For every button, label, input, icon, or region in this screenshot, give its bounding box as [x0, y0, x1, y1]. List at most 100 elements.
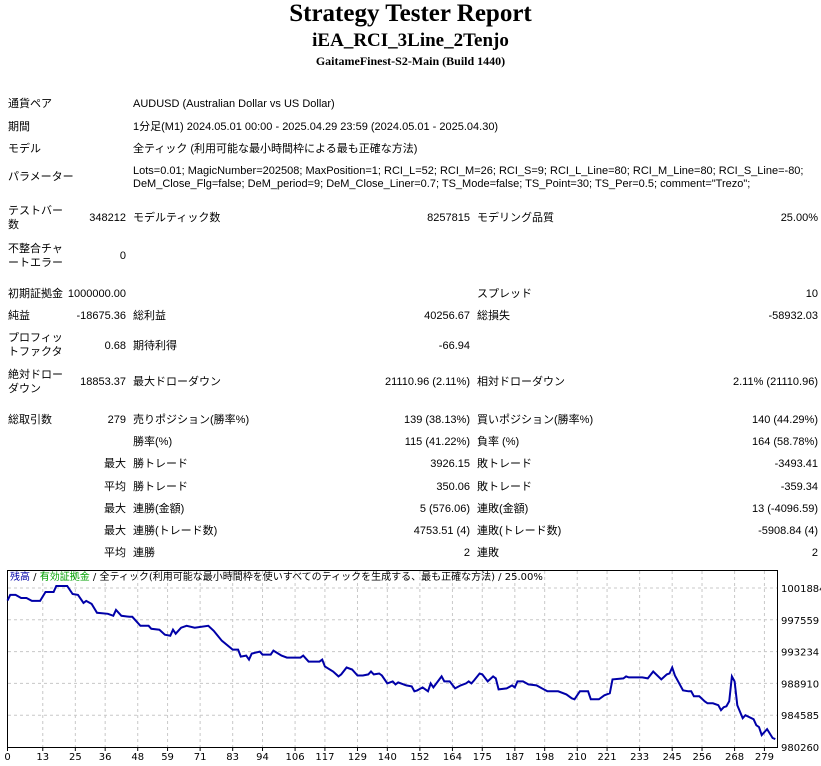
- row-label-right: 敗トレード: [477, 458, 532, 470]
- params-line-1: Lots=0.01; MagicNumber=202508; MaxPositi…: [133, 165, 804, 177]
- symbol-label: 通貨ペア: [8, 98, 52, 110]
- legend-sep-1: /: [30, 572, 40, 583]
- row-qualifier: 最大: [104, 525, 126, 537]
- x-tick-label: 0: [4, 752, 10, 763]
- legend-sep-2: /: [90, 572, 100, 583]
- bars-label-1: テストバー: [8, 205, 63, 217]
- row-label-left: 連勝(トレード数): [133, 525, 218, 537]
- abs-dd-label: 絶対ドロー ダウン: [8, 368, 63, 396]
- plot-frame: [7, 570, 778, 748]
- pf-label-1: プロフィッ: [8, 332, 63, 344]
- mismatch-value: 0: [119, 250, 126, 262]
- ticks-label: モデルティック数: [133, 212, 221, 224]
- legend-sep-3: /: [495, 572, 505, 583]
- mismatch-label: 不整合チャートエラー: [8, 242, 63, 270]
- bars-value: 348212: [89, 212, 126, 224]
- model-label: モデル: [8, 143, 41, 155]
- row-label-right: 連敗: [477, 547, 499, 559]
- expected-value: -66.94: [438, 340, 470, 352]
- x-tick-label: 221: [598, 752, 617, 763]
- x-tick-label: 71: [194, 752, 207, 763]
- gross-loss-label: 総損失: [477, 310, 510, 322]
- abs-dd-label-1: 絶対ドロー: [8, 369, 63, 381]
- mismatch-label-2: ートエラー: [8, 257, 63, 269]
- row-value-right: 164 (58.78%): [751, 436, 818, 448]
- quality-value: 25.00%: [780, 212, 818, 224]
- max-dd-label: 最大ドローダウン: [133, 376, 221, 388]
- row-qualifier: 最大: [104, 458, 126, 470]
- deposit-value: 1000000.00: [67, 288, 126, 300]
- deposit-label: 初期証拠金: [8, 288, 63, 300]
- y-tick-label: 993234: [781, 648, 819, 659]
- x-tick-label: 210: [568, 752, 587, 763]
- abs-dd-value: 18853.37: [80, 376, 126, 388]
- net-value: -18675.36: [76, 310, 126, 322]
- row-label-left: 勝率(%): [133, 436, 173, 448]
- row-value-right: 2: [811, 547, 818, 559]
- x-tick-label: 106: [286, 752, 305, 763]
- bars-label: テストバー数: [8, 204, 63, 232]
- x-tick-label: 13: [36, 752, 49, 763]
- short-label: 売りポジション(勝率%): [133, 414, 250, 426]
- row-value-left: 5 (576.06): [419, 503, 470, 515]
- x-tick-label: 256: [692, 752, 711, 763]
- pf-label-2: トファクタ: [8, 346, 63, 358]
- row-value-right: -3493.41: [774, 458, 818, 470]
- row-value-right: -5908.84 (4): [758, 525, 818, 537]
- trades-label: 総取引数: [8, 414, 52, 426]
- x-tick-label: 48: [131, 752, 144, 763]
- row-qualifier: 平均: [104, 547, 126, 559]
- long-value: 140 (44.29%): [751, 414, 818, 426]
- row-qualifier: 平均: [104, 481, 126, 493]
- row-label-right: 連敗(トレード数): [477, 525, 562, 537]
- gross-profit-value: 40256.67: [424, 310, 470, 322]
- mismatch-label-1: 不整合チャ: [8, 243, 63, 255]
- row-value-right: 13 (-4096.59): [751, 503, 818, 515]
- short-value: 139 (38.13%): [403, 414, 470, 426]
- symbol-value: AUDUSD (Australian Dollar vs US Dollar): [133, 98, 335, 110]
- row-label-left: 勝トレード: [133, 481, 188, 493]
- legend-balance: 残高: [10, 570, 30, 583]
- x-tick-label: 117: [315, 752, 334, 763]
- expected-label: 期待利得: [133, 340, 177, 352]
- params-label: パラメーター: [8, 171, 74, 183]
- report-title: Strategy Tester Report: [289, 0, 532, 27]
- y-tick-label: 984585: [781, 711, 819, 722]
- trades-value: 279: [107, 414, 126, 426]
- x-tick-label: 94: [256, 752, 269, 763]
- y-tick-label: 980260: [781, 743, 819, 754]
- x-tick-label: 129: [348, 752, 367, 763]
- x-tick-label: 140: [378, 752, 397, 763]
- y-tick-label: 1001884: [781, 584, 821, 595]
- row-value-left: 115 (41.22%): [404, 436, 470, 448]
- spread-value: 10: [805, 288, 818, 300]
- x-tick-label: 25: [69, 752, 82, 763]
- gross-loss-value: -58932.03: [768, 310, 818, 322]
- row-value-left: 4753.51 (4): [413, 525, 470, 537]
- net-label: 純益: [8, 310, 30, 322]
- chart-legend: 残高 / 有効証拠金 / 全ティック(利用可能な最小時間枠を使いすべてのティック…: [10, 570, 543, 583]
- row-label-left: 連勝: [133, 547, 155, 559]
- quality-label: モデリング品質: [477, 212, 554, 224]
- abs-dd-label-2: ダウン: [8, 383, 41, 395]
- spread-label: スプレッド: [477, 288, 532, 300]
- server-build: GaitameFinest-S2-Main (Build 1440): [315, 54, 506, 68]
- row-value-left: 350.06: [436, 481, 470, 493]
- row-qualifier: 最大: [104, 503, 126, 515]
- ea-name: iEA_RCI_3Line_2Tenjo: [312, 30, 509, 51]
- rel-dd-label: 相対ドローダウン: [477, 376, 565, 388]
- x-tick-label: 152: [410, 752, 429, 763]
- x-tick-label: 268: [725, 752, 744, 763]
- long-label: 買いポジション(勝率%): [477, 414, 594, 426]
- x-tick-label: 245: [663, 752, 682, 763]
- x-tick-label: 164: [443, 752, 462, 763]
- rel-dd-value: 2.11% (21110.96): [732, 376, 818, 388]
- x-tick-label: 279: [755, 752, 774, 763]
- row-label-right: 連敗(金額): [477, 503, 529, 515]
- legend-model: 全ティック(利用可能な最小時間枠を使いすべてのティックを生成する、最も正確な方法…: [99, 570, 495, 583]
- balance-chart: 残高 / 有効証拠金 / 全ティック(利用可能な最小時間枠を使いすべてのティック…: [4, 570, 821, 763]
- gross-profit-label: 総利益: [133, 310, 166, 322]
- max-dd-value: 21110.96 (2.11%): [384, 376, 470, 388]
- x-tick-label: 59: [161, 752, 174, 763]
- row-label-right: 敗トレード: [477, 481, 532, 493]
